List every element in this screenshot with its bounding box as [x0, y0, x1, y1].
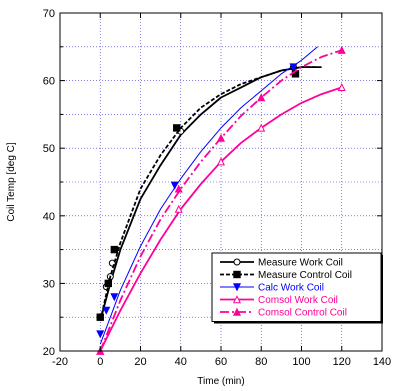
- data-point: [110, 293, 119, 302]
- x-axis-label: Time (min): [197, 376, 244, 387]
- legend-box: [211, 252, 382, 322]
- legend-marker: [232, 295, 242, 304]
- series-line: [99, 66, 322, 321]
- y-axis-label: Coil Temp [deg C]: [6, 142, 17, 222]
- y-tick-label: 20: [43, 346, 55, 358]
- data-point: [96, 313, 104, 321]
- series-3: [96, 83, 346, 355]
- x-tick-label: 120: [333, 356, 351, 368]
- x-tick-label: 140: [373, 356, 391, 368]
- data-point: [257, 123, 266, 132]
- data-point: [216, 133, 226, 142]
- series-layer: [96, 45, 346, 355]
- data-point: [110, 245, 119, 254]
- y-tick-label: 70: [43, 8, 55, 20]
- legend-marker: [232, 283, 242, 292]
- legend-entry: Comsol Work Coil: [220, 295, 338, 306]
- data-point: [173, 124, 181, 132]
- series-2: [96, 46, 318, 345]
- legend-entry: Comsol Control Coil: [220, 308, 347, 319]
- series-4: [96, 45, 346, 355]
- x-tick-label: 0: [97, 356, 103, 368]
- legend-label: Comsol Work Coil: [258, 295, 338, 306]
- data-point: [337, 45, 346, 54]
- x-tick-label: 40: [175, 356, 187, 368]
- data-point: [216, 157, 226, 166]
- series-line: [99, 46, 318, 345]
- data-point: [96, 330, 105, 339]
- legend-label: Calc Work Coil: [258, 283, 324, 294]
- data-point: [170, 181, 179, 190]
- y-tick-label: 30: [43, 278, 55, 290]
- data-point: [289, 63, 298, 72]
- legend-entry: Calc Work Coil: [220, 283, 324, 294]
- x-tick-label: 20: [134, 356, 146, 368]
- legend-marker: [232, 307, 242, 316]
- y-tick-label: 40: [43, 211, 55, 223]
- legend-label: Measure Work Coil: [258, 258, 343, 269]
- legend-label: Comsol Control Coil: [258, 308, 347, 319]
- series-line: [99, 66, 316, 321]
- grid-lines: [60, 13, 382, 351]
- y-tick-label: 60: [43, 76, 55, 88]
- data-point: [104, 279, 112, 288]
- data-point: [337, 83, 346, 92]
- data-point: [102, 306, 111, 315]
- x-tick-label: 80: [255, 356, 267, 368]
- legend-marker: [233, 270, 241, 279]
- data-point: [257, 93, 266, 102]
- x-tick-label: -20: [52, 356, 68, 368]
- legend-marker: [233, 258, 241, 266]
- legend-label: Measure Control Coil: [258, 270, 352, 281]
- data-point: [174, 184, 183, 193]
- x-tick-label: 100: [292, 356, 310, 368]
- data-point: [174, 204, 183, 213]
- legend-entry: Measure Work Coil: [220, 258, 343, 269]
- x-tick-label: 60: [215, 356, 227, 368]
- y-tick-label: 50: [43, 143, 55, 155]
- legend-entry: Measure Control Coil: [220, 270, 352, 281]
- axis-ticks: -20 0 20 40 60 80 100 120 140 20 30 40 50 60 70: [43, 8, 391, 368]
